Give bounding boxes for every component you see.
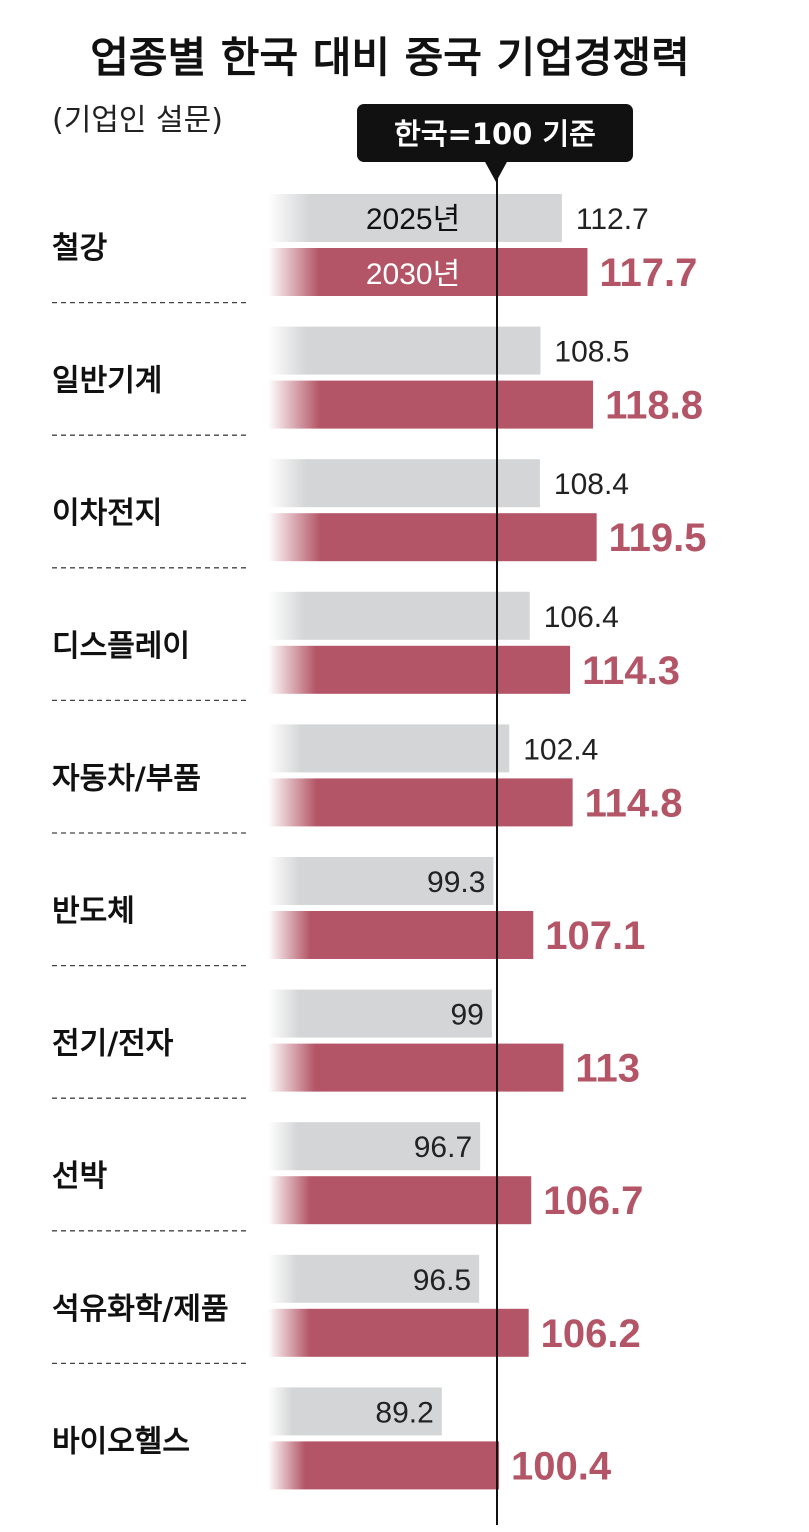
value-labels: 112.7 117.7 108.5 118.8 108.4 119.5 106.4 114.3… xyxy=(375,203,706,1488)
bar-2030 xyxy=(268,645,571,694)
category-label: 선박 xyxy=(52,1159,108,1194)
value-label-2025: 96.7 xyxy=(414,1131,472,1164)
value-label-2030: 107.1 xyxy=(545,914,645,958)
value-label-2025: 99 xyxy=(451,999,484,1032)
bar-2030 xyxy=(268,778,573,827)
legend: 2025년 2030년 xyxy=(366,203,460,291)
reference-badge-pointer xyxy=(484,160,508,182)
chart-title: 업종별 한국 대비 중국 기업경쟁력 xyxy=(90,33,689,82)
separators xyxy=(52,301,250,1365)
legend-2025: 2025년 xyxy=(366,203,460,236)
value-label-2025: 96.5 xyxy=(413,1264,471,1297)
bar-2030 xyxy=(268,380,594,429)
value-label-2025: 89.2 xyxy=(375,1396,433,1429)
bar-2030 xyxy=(268,1308,529,1357)
bar-2025 xyxy=(268,459,540,508)
category-label: 반도체 xyxy=(52,894,135,929)
value-label-2025: 108.4 xyxy=(554,468,629,501)
bar-2030 xyxy=(268,911,534,959)
value-label-2025: 112.7 xyxy=(576,203,649,236)
bar-2025 xyxy=(268,857,494,905)
bar-2025 xyxy=(268,591,530,640)
category-label: 석유화학/제품 xyxy=(52,1292,229,1327)
value-label-2030: 117.7 xyxy=(599,251,697,295)
category-label: 철강 xyxy=(52,231,108,266)
bar-2025 xyxy=(268,989,492,1038)
value-label-2025: 106.4 xyxy=(544,601,619,634)
value-label-2030: 113 xyxy=(575,1047,640,1091)
category-label: 바이오헬스 xyxy=(52,1424,190,1459)
bar-2025 xyxy=(268,724,510,773)
value-label-2030: 114.3 xyxy=(582,649,680,693)
bar-2030 xyxy=(268,513,597,562)
value-label-2030: 106.2 xyxy=(541,1312,641,1356)
bars-layer xyxy=(268,194,597,1490)
chart-subtitle: (기업인 설문) xyxy=(52,103,223,138)
value-label-2025: 99.3 xyxy=(427,866,485,899)
legend-2030: 2030년 xyxy=(366,258,460,291)
category-label: 일반기계 xyxy=(52,364,162,399)
value-label-2030: 114.8 xyxy=(585,781,683,825)
reference-label: 한국=100 기준 xyxy=(394,117,596,151)
bar-2030 xyxy=(268,1176,532,1225)
bar-2025 xyxy=(268,1387,442,1436)
value-label-2030: 119.5 xyxy=(609,516,707,560)
bar-2025 xyxy=(268,194,562,242)
value-label-2030: 100.4 xyxy=(511,1444,612,1488)
category-label: 전기/전자 xyxy=(52,1027,174,1062)
value-label-2025: 102.4 xyxy=(523,733,598,766)
bar-2030 xyxy=(268,1441,500,1490)
bar-2030 xyxy=(268,1043,564,1092)
bar-2025 xyxy=(268,326,541,375)
category-labels: 철강일반기계이차전지디스플레이자동차/부품반도체전기/전자선박석유화학/제품바이… xyxy=(52,231,229,1459)
bar-2030 xyxy=(268,248,588,296)
reference-badge-box xyxy=(357,104,633,162)
category-label: 이차전지 xyxy=(52,496,162,531)
value-label-2030: 106.7 xyxy=(543,1179,643,1223)
value-label-2025: 108.5 xyxy=(554,336,629,369)
bar-2025 xyxy=(268,1254,480,1303)
category-label: 디스플레이 xyxy=(52,629,190,664)
bar-2025 xyxy=(268,1122,481,1171)
category-label: 자동차/부품 xyxy=(52,761,201,796)
reference-badge: 한국=100 기준 xyxy=(357,104,633,182)
value-label-2030: 118.8 xyxy=(605,384,703,428)
